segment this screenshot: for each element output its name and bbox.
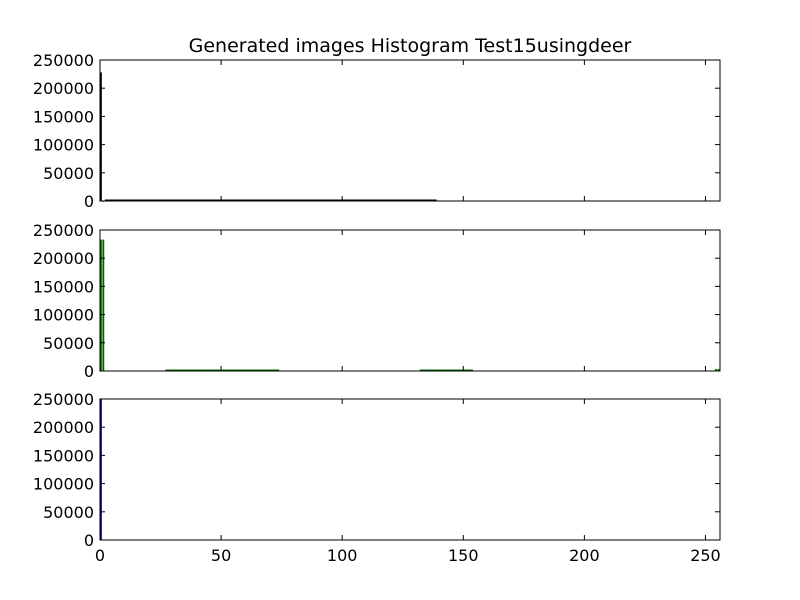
histogram-panel-3: 0 50000 100000 150000 200000 250000 0 50 100 150 2…	[33, 390, 721, 565]
y-tick-label: 50000	[43, 334, 94, 353]
histogram-bar-run	[104, 199, 437, 201]
y-tick-label: 150000	[33, 107, 94, 126]
y-tick-label: 100000	[33, 475, 94, 494]
y-tick-label: 50000	[43, 503, 94, 522]
y-tick-label: 0	[84, 531, 94, 550]
histogram-bar	[100, 239, 102, 371]
histogram-panels: 0500001000001500002000002500000500001000…	[33, 51, 721, 565]
x-tick-label: 250	[690, 546, 721, 565]
y-tick-label: 50000	[43, 164, 94, 183]
chart-title: Generated images Histogram Test15usingde…	[189, 35, 632, 57]
axes-frame	[99, 398, 721, 541]
histogram-bar	[717, 369, 720, 371]
histogram-bar	[715, 369, 717, 371]
x-tick-label: 100	[327, 546, 358, 565]
histogram-bar	[102, 239, 105, 371]
y-tick-label: 150000	[33, 277, 94, 296]
y-tick-label: 100000	[33, 306, 94, 325]
x-tick-label: 150	[448, 546, 479, 565]
histogram-panel-2: 0 50000 100000 150000 200000 250000	[33, 221, 721, 381]
y-tick-label: 150000	[33, 446, 94, 465]
histogram-bar-run	[165, 369, 280, 371]
x-tick-label: 200	[569, 546, 600, 565]
x-tick-label: 0	[95, 546, 105, 565]
y-tick-label: 200000	[33, 249, 94, 268]
y-tick-label: 100000	[33, 136, 94, 155]
y-tick-label: 200000	[33, 418, 94, 437]
y-tick-label: 200000	[33, 79, 94, 98]
histogram-bar	[100, 399, 102, 540]
histogram-panel-1: 0 50000 100000 150000 200000 250000	[33, 51, 721, 211]
x-tick-label: 50	[211, 546, 231, 565]
y-tick-label: 250000	[33, 221, 94, 240]
axes-frame	[99, 229, 721, 372]
y-tick-label: 250000	[33, 390, 94, 409]
axes-frame	[99, 59, 721, 202]
histogram-bar	[100, 72, 102, 202]
y-tick-label: 0	[84, 192, 94, 211]
histogram-bar-run	[419, 369, 473, 371]
y-tick-label: 0	[84, 362, 94, 381]
y-tick-label: 250000	[33, 51, 94, 70]
